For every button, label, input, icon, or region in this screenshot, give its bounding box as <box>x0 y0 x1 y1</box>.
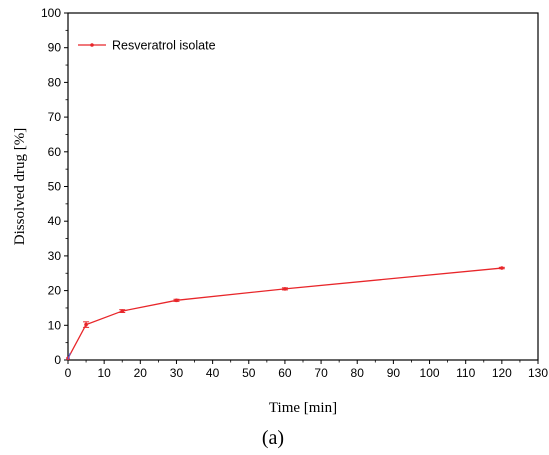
x-tick-label: 100 <box>420 366 440 380</box>
y-tick-label: 30 <box>48 249 62 263</box>
x-tick-label: 120 <box>492 366 512 380</box>
x-tick-label: 80 <box>351 366 365 380</box>
y-tick-label: 10 <box>48 318 62 332</box>
x-axis-title: Time [min] <box>269 400 337 416</box>
data-point <box>283 287 287 291</box>
data-point <box>120 309 125 313</box>
x-tick-label: 60 <box>278 366 292 380</box>
x-tick-label: 0 <box>65 366 72 380</box>
y-tick-label: 80 <box>48 75 62 89</box>
y-tick-label: 90 <box>48 41 62 55</box>
x-axis: 0 10 20 30 40 50 60 70 80 90 100 110 120 130 <box>65 360 548 380</box>
data-point <box>174 298 179 303</box>
y-axis: 0 10 20 30 40 50 60 70 80 90 100 <box>41 6 68 367</box>
y-tick-label: 0 <box>54 353 61 367</box>
y-tick-label: 20 <box>48 284 62 298</box>
legend-label: Resveratrol isolate <box>112 39 216 53</box>
x-tick-label: 110 <box>456 366 475 380</box>
legend: Resveratrol isolate <box>78 39 216 53</box>
x-tick-label: 40 <box>206 366 220 380</box>
x-tick-label: 130 <box>528 366 548 380</box>
x-tick-label: 90 <box>387 366 401 380</box>
x-tick-label: 30 <box>170 366 184 380</box>
series-line <box>67 267 502 359</box>
y-tick-label: 60 <box>48 145 62 159</box>
y-axis-title: Dissolved drug [%] <box>12 128 28 245</box>
x-tick-label: 50 <box>242 366 256 380</box>
y-tick-label: 100 <box>41 6 61 20</box>
figure-caption: (a) <box>262 427 284 449</box>
legend-swatch-marker <box>90 43 94 47</box>
y-tick-label: 50 <box>48 180 62 194</box>
x-tick-label: 10 <box>97 366 111 380</box>
series-area <box>66 266 505 361</box>
data-point <box>84 322 88 327</box>
origin-marker <box>67 352 71 360</box>
data-point <box>500 266 504 270</box>
y-tick-label: 70 <box>48 110 62 124</box>
x-tick-label: 70 <box>314 366 328 380</box>
x-tick-label: 20 <box>134 366 148 380</box>
y-tick-label: 40 <box>48 214 62 228</box>
